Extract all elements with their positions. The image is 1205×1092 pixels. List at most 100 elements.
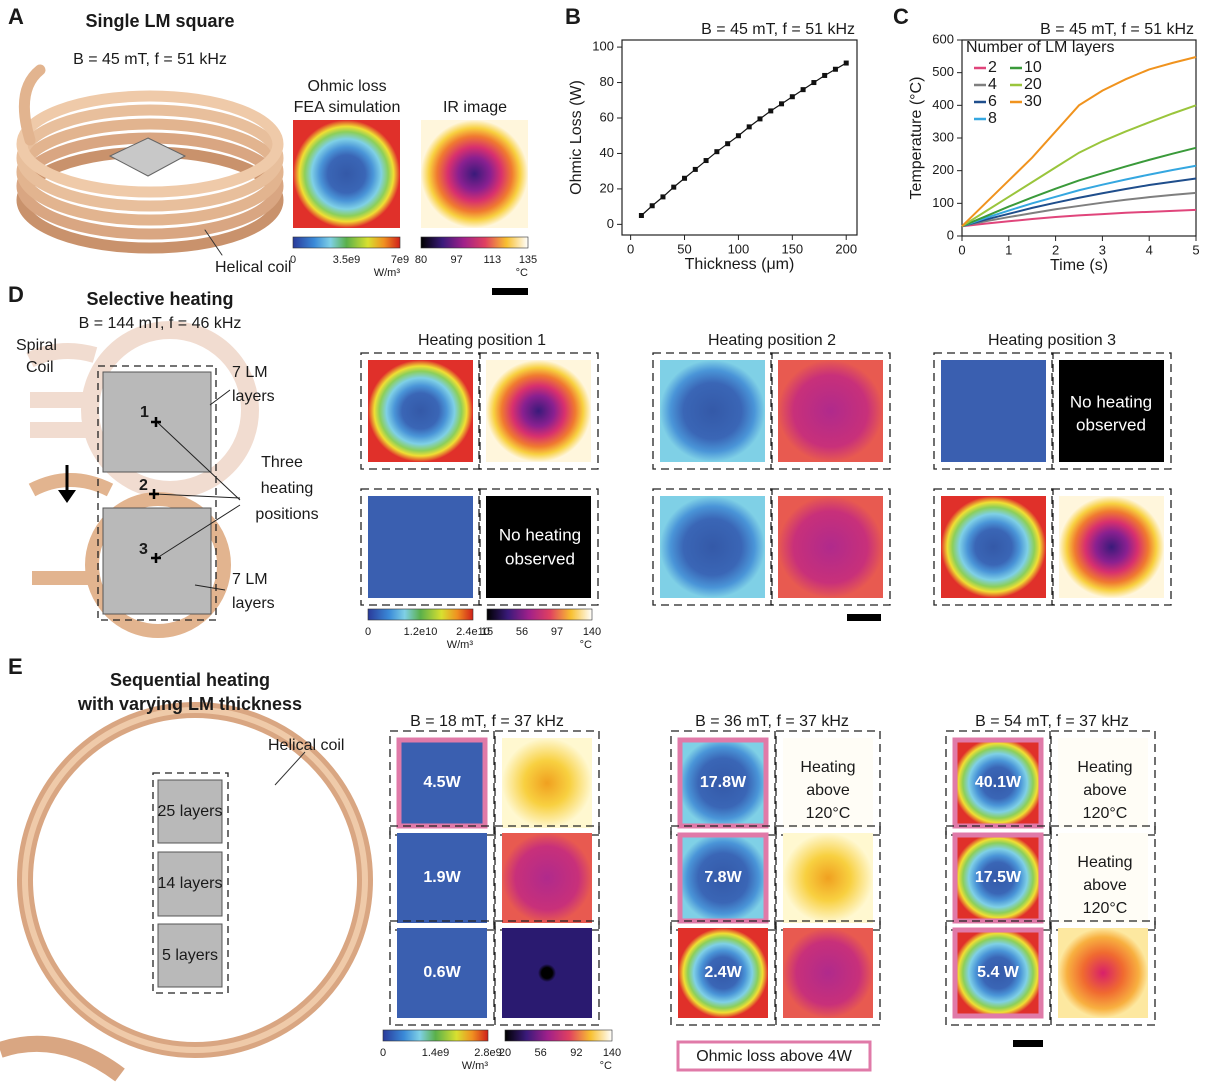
condition: B = 18 mT, f = 37 kHz bbox=[410, 713, 564, 730]
power: 7.8W bbox=[704, 869, 742, 886]
x-tick-label: 0 bbox=[627, 241, 634, 256]
legend-label: 10 bbox=[1024, 59, 1042, 76]
heat-map bbox=[941, 496, 1046, 598]
heating-note: Heating bbox=[800, 759, 855, 776]
layers-label: layers bbox=[232, 595, 275, 612]
heat-map bbox=[502, 833, 592, 923]
data-point bbox=[757, 116, 762, 121]
helical-coil-a bbox=[22, 70, 278, 255]
panel-label: A bbox=[8, 4, 24, 29]
colorbar bbox=[505, 1030, 612, 1041]
heat-map bbox=[502, 738, 592, 828]
map-title: FEA simulation bbox=[294, 99, 401, 116]
colorbar bbox=[383, 1030, 488, 1041]
data-point bbox=[714, 149, 719, 154]
y-axis-title: Temperature (°C) bbox=[908, 77, 925, 200]
panel-title: Selective heating bbox=[86, 289, 233, 309]
layers-label: 25 layers bbox=[158, 803, 223, 820]
data-point bbox=[682, 176, 687, 181]
x-tick-label: 0 bbox=[958, 242, 965, 257]
heat-map bbox=[486, 360, 591, 462]
colorbar-label: 7e9 bbox=[391, 254, 409, 266]
colorbar-label: 113 bbox=[484, 254, 502, 266]
y-tick-label: 20 bbox=[600, 180, 614, 195]
colorbar-label: 3.5e9 bbox=[333, 254, 361, 266]
data-point bbox=[790, 94, 795, 99]
heat-map bbox=[778, 360, 883, 462]
x-tick-label: 150 bbox=[781, 241, 803, 256]
condition: B = 54 mT, f = 37 kHz bbox=[975, 713, 1129, 730]
heating-note: 120°C bbox=[1083, 805, 1128, 822]
y-tick-label: 80 bbox=[600, 74, 614, 89]
legend-label: 4 bbox=[988, 76, 997, 93]
colorbar-unit: °C bbox=[600, 1060, 612, 1072]
scale-bar bbox=[492, 288, 528, 295]
panel-title: Sequential heating bbox=[110, 670, 270, 690]
colorbar-label: 97 bbox=[551, 626, 563, 638]
positions-label: Three bbox=[261, 454, 303, 471]
colorbar bbox=[487, 609, 592, 620]
colorbar-unit: W/m³ bbox=[462, 1060, 489, 1072]
column-title: Heating position 1 bbox=[418, 332, 546, 349]
colorbar bbox=[421, 237, 528, 248]
x-tick-label: 50 bbox=[677, 241, 691, 256]
layers-label: 7 LM bbox=[232, 571, 268, 588]
colorbar-label: 80 bbox=[415, 254, 427, 266]
positions-label: positions bbox=[255, 506, 318, 523]
colorbar-label: 0 bbox=[365, 626, 371, 638]
power: 5.4 W bbox=[977, 964, 1020, 981]
legend-label: 2 bbox=[988, 59, 997, 76]
y-tick-label: 60 bbox=[600, 109, 614, 124]
layers-label: layers bbox=[232, 388, 275, 405]
colorbar-label: 2.8e9 bbox=[474, 1047, 502, 1059]
colorbar-label: 15 bbox=[481, 626, 493, 638]
coil-label: Spiral bbox=[16, 337, 57, 354]
y-axis-title: Ohmic Loss (W) bbox=[568, 80, 585, 195]
data-point bbox=[811, 80, 816, 85]
power: 40.1W bbox=[975, 774, 1022, 791]
colorbar-label: 140 bbox=[603, 1047, 621, 1059]
heating-note: above bbox=[1083, 782, 1127, 799]
data-point bbox=[704, 158, 709, 163]
x-tick-label: 100 bbox=[728, 241, 750, 256]
y-tick-label: 400 bbox=[932, 97, 954, 112]
legend-title: Number of LM layers bbox=[966, 39, 1115, 56]
heating-note: Heating bbox=[1077, 759, 1132, 776]
power: 0.6W bbox=[423, 964, 461, 981]
panel-label: D bbox=[8, 282, 24, 307]
colorbar-label: 0 bbox=[380, 1047, 386, 1059]
annotation: B = 45 mT, f = 51 kHz bbox=[701, 21, 855, 38]
data-point bbox=[801, 87, 806, 92]
scale-bar bbox=[1013, 1040, 1043, 1047]
y-tick-label: 40 bbox=[600, 145, 614, 160]
data-point bbox=[736, 133, 741, 138]
colorbar bbox=[293, 237, 400, 248]
colorbar-label: 140 bbox=[583, 626, 601, 638]
colorbar-unit: °C bbox=[516, 267, 528, 279]
heat-map bbox=[421, 120, 528, 228]
data-line bbox=[641, 63, 846, 215]
data-point bbox=[660, 194, 665, 199]
data-point bbox=[844, 61, 849, 66]
column-title: Heating position 2 bbox=[708, 332, 836, 349]
x-axis-title: Time (s) bbox=[1050, 257, 1108, 274]
legend-label: 30 bbox=[1024, 93, 1042, 110]
heat-map bbox=[1058, 928, 1148, 1018]
coil-label: Helical coil bbox=[215, 259, 291, 276]
colorbar-label: 97 bbox=[451, 254, 463, 266]
data-point bbox=[779, 101, 784, 106]
heat-map bbox=[941, 360, 1046, 462]
colorbar-unit: W/m³ bbox=[447, 639, 474, 651]
condition: B = 144 mT, f = 46 kHz bbox=[79, 315, 242, 332]
y-tick-label: 600 bbox=[932, 31, 954, 46]
no-heating: observed bbox=[1076, 415, 1146, 434]
panel-title: Single LM square bbox=[85, 11, 234, 31]
data-point bbox=[822, 73, 827, 78]
data-point bbox=[650, 203, 655, 208]
data-line bbox=[962, 57, 1196, 226]
heating-note: 120°C bbox=[1083, 900, 1128, 917]
map-title: IR image bbox=[443, 99, 507, 116]
power: 1.9W bbox=[423, 869, 461, 886]
power: 17.5W bbox=[975, 869, 1022, 886]
condition: B = 36 mT, f = 37 kHz bbox=[695, 713, 849, 730]
